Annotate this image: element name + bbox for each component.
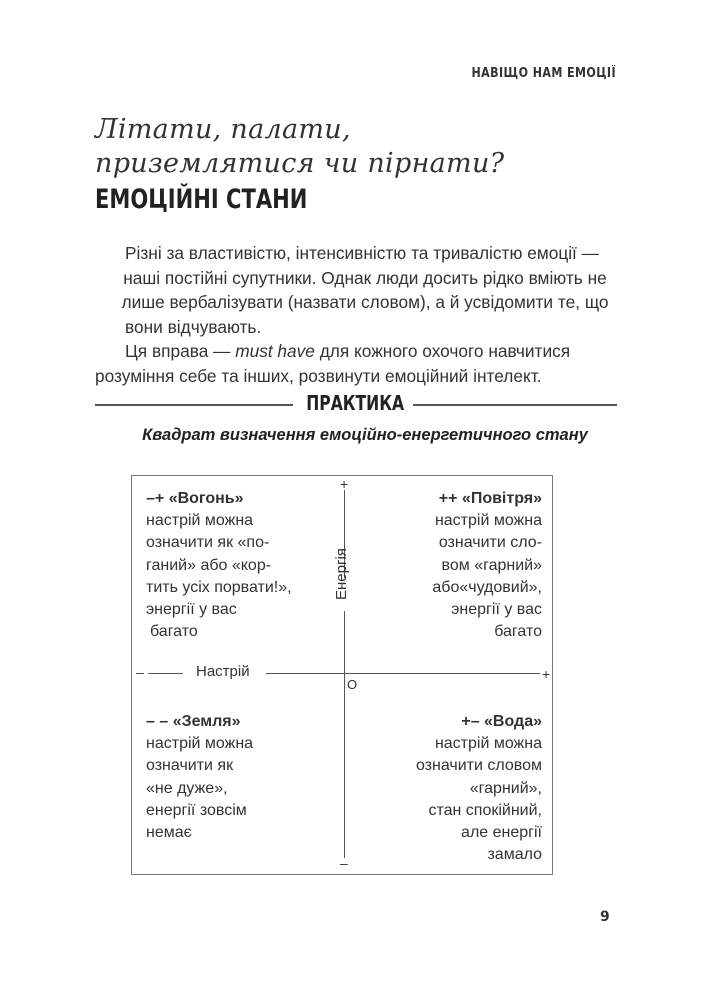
quadrant-water: +– «Вода» настрій можна означити словом … bbox=[416, 711, 542, 866]
quadrant-line: стан спокійний, bbox=[428, 801, 542, 819]
body-line: Різні за властивістю, інтенсивністю та т… bbox=[125, 243, 599, 263]
quadrant-line: замало bbox=[487, 846, 542, 864]
origin-label: О bbox=[347, 677, 358, 692]
quadrant-line: багато bbox=[150, 623, 198, 641]
quadrant-line: настрій можна bbox=[434, 735, 542, 753]
quadrant-line: немає bbox=[146, 824, 192, 842]
quadrant-line: энергії у вас bbox=[451, 601, 542, 619]
practice-label: ПРАКТИКА bbox=[306, 391, 405, 415]
emphasis: must have bbox=[235, 341, 315, 361]
quadrant-line: настрій можна bbox=[434, 512, 542, 530]
section-title: ЕМОЦІЙНІ СТАНИ bbox=[95, 184, 308, 215]
body-line: вони відчувають. bbox=[125, 316, 262, 337]
quadrant-line: настрій можна bbox=[146, 735, 254, 753]
quadrant-line: ганий» або «кор- bbox=[146, 556, 272, 574]
energy-axis-bottom bbox=[344, 611, 346, 858]
energy-plus-sign: + bbox=[340, 476, 349, 492]
quadrant-line: вом «гарний» bbox=[441, 556, 542, 574]
quadrant-line: або«чудовий», bbox=[432, 578, 542, 596]
exercise-subtitle: Квадрат визначення емоційно-енергетичног… bbox=[142, 426, 588, 444]
quadrant-air: ++ «Повітря» настрій можна означити сло-… bbox=[432, 488, 542, 643]
body-line: розуміння себе та інших, розвинути емоці… bbox=[95, 365, 542, 386]
mood-axis-label: Настрій bbox=[196, 663, 250, 680]
quadrant-heading: ++ «Повітря» bbox=[438, 490, 542, 507]
quadrant-line: означити як bbox=[146, 757, 234, 775]
page-number: 9 bbox=[600, 909, 610, 925]
mood-axis-left bbox=[148, 673, 183, 675]
energy-axis-top bbox=[344, 490, 346, 578]
script-title-line-1: Літати, палати, bbox=[95, 114, 351, 145]
body-line: лише вербалізувати (назвати словом), а й… bbox=[121, 292, 609, 312]
mood-axis-right bbox=[266, 673, 540, 675]
quadrant-line: означити сло- bbox=[438, 534, 542, 552]
energy-axis-label: Енергія bbox=[333, 548, 350, 600]
text: для кожного охочого навчитися bbox=[314, 341, 571, 361]
divider-right bbox=[413, 404, 617, 406]
quadrant-line: але енергії bbox=[461, 824, 542, 842]
energy-minus-sign: – bbox=[340, 855, 348, 871]
quadrant-line: «не дуже», bbox=[146, 779, 228, 797]
quadrant-line: энергії у вас bbox=[146, 601, 237, 619]
text: Ця вправа — bbox=[125, 341, 236, 361]
quadrant-line: тить усіх порвати!», bbox=[146, 578, 292, 596]
running-head: НАВІЩО НАМ ЕМОЦІЇ bbox=[471, 66, 616, 81]
quadrant-line: означити як «по- bbox=[146, 534, 270, 552]
mood-plus-sign: + bbox=[542, 666, 551, 682]
body-line: наші постійні супутники. Однак люди доси… bbox=[123, 267, 607, 288]
emotion-square bbox=[131, 475, 553, 875]
quadrant-fire: –+ «Вогонь» настрій можна означити як «п… bbox=[146, 488, 292, 643]
quadrant-line: багато bbox=[494, 623, 542, 641]
quadrant-line: настрій можна bbox=[146, 512, 254, 530]
mood-minus-sign: – bbox=[136, 664, 144, 680]
quadrant-line: «гарний», bbox=[469, 779, 542, 797]
quadrant-heading: –+ «Вогонь» bbox=[146, 490, 244, 507]
divider-left bbox=[95, 404, 293, 406]
quadrant-line: енергії зовсім bbox=[146, 801, 247, 819]
quadrant-heading: – – «Земля» bbox=[146, 713, 241, 730]
quadrant-earth: – – «Земля» настрій можна означити як «н… bbox=[146, 711, 253, 844]
quadrant-line: означити словом bbox=[415, 757, 542, 775]
body-paragraph-2: Ця вправа — must have для кожного охочог… bbox=[95, 339, 635, 364]
body-text: Різні за властивістю, інтенсивністю та т… bbox=[95, 241, 635, 388]
script-title-line-2: приземлятися чи пірнати? bbox=[95, 148, 505, 179]
quadrant-heading: +– «Вода» bbox=[461, 713, 542, 730]
